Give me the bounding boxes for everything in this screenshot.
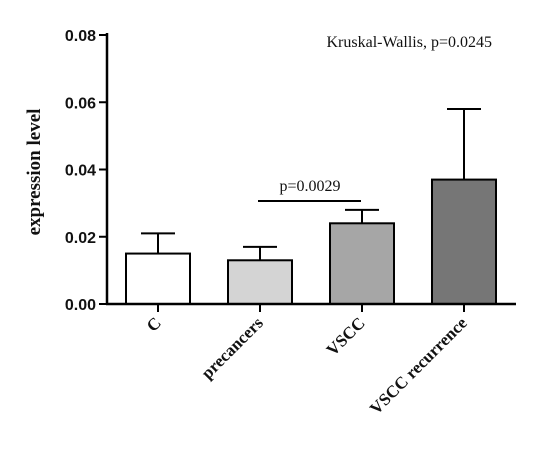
bar-3: [329, 222, 395, 305]
y-axis-label: expression level: [24, 109, 45, 236]
y-tick-label: 0.02: [65, 230, 96, 247]
y-tick-label: 0.08: [65, 28, 96, 45]
bar-2: [227, 259, 293, 306]
y-tick-label: 0.04: [65, 163, 96, 180]
error-bars-group: [141, 107, 481, 261]
x-tick-label: precancers: [198, 313, 268, 383]
kruskal-wallis-annotation: Kruskal-Wallis, p=0.0245: [327, 34, 493, 51]
x-tick-label: VSCC: [323, 313, 369, 359]
bars-group: [125, 178, 497, 306]
comparison-p-value: p=0.0029: [279, 178, 340, 195]
y-ticks-group: 0.00 0.02 0.04 0.06 0.08: [65, 28, 107, 314]
y-tick-label: 0.00: [65, 297, 96, 314]
x-tick-label: VSCC recurrence: [366, 313, 471, 418]
x-tick-label: C: [143, 313, 165, 335]
bar-4: [431, 178, 497, 305]
bar-1: [125, 252, 191, 305]
y-tick-label: 0.06: [65, 95, 96, 112]
